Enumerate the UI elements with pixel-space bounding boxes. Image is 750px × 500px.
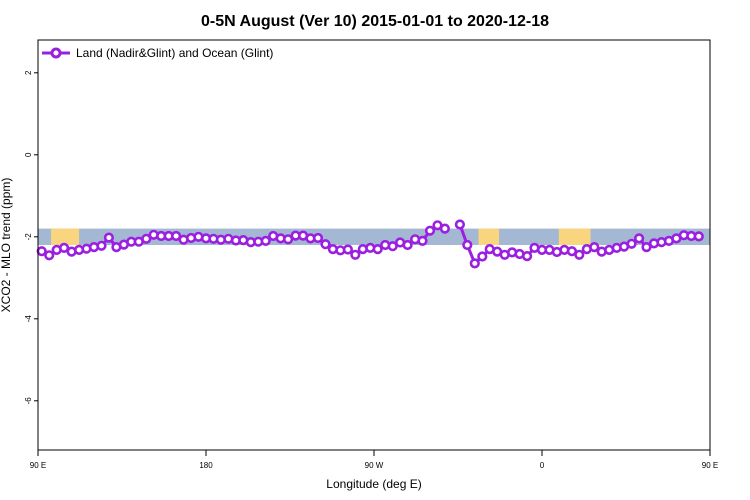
data-point — [402, 239, 413, 251]
x-axis-label: Longitude (deg E) — [326, 477, 421, 491]
data-point — [469, 258, 480, 269]
data-point — [633, 233, 645, 244]
data-point — [372, 244, 383, 255]
data-point — [58, 242, 70, 253]
band-land — [478, 228, 500, 245]
x-tick-label: 90 W — [365, 461, 384, 470]
legend-label: Land (Nadir&Glint) and Ocean (Glint) — [76, 46, 273, 60]
x-tick-label: 90 E — [702, 461, 718, 470]
data-point — [641, 242, 652, 253]
data-point — [96, 240, 107, 251]
series-layer — [36, 219, 704, 269]
data-point — [260, 235, 271, 246]
y-tick-label: 2 — [24, 70, 33, 75]
y-axis-label: XCO2 - MLO trend (ppm) — [0, 178, 13, 313]
y-tick-label: 0 — [24, 152, 33, 157]
data-point — [103, 232, 114, 243]
y-tick-label: -4 — [24, 315, 33, 323]
data-point — [171, 230, 182, 242]
legend: Land (Nadir&Glint) and Ocean (Glint) — [42, 46, 273, 60]
x-axis: 90 E 180 90 W 0 90 E — [30, 450, 718, 470]
data-point — [350, 249, 361, 260]
y-tick-label: -6 — [24, 397, 33, 405]
band-land — [51, 228, 80, 245]
data-point — [283, 234, 294, 245]
data-point — [439, 223, 451, 234]
data-point — [462, 239, 473, 251]
data-point — [424, 225, 436, 236]
band-land — [558, 228, 591, 245]
data-point — [589, 242, 600, 253]
x-tick-label: 180 — [199, 461, 213, 470]
x-tick-label: 0 — [540, 461, 545, 470]
y-tick-label: -2 — [24, 233, 33, 241]
data-point — [626, 238, 637, 249]
data-point — [342, 244, 354, 255]
data-point — [141, 233, 152, 244]
data-point — [320, 239, 331, 250]
data-point — [454, 219, 466, 230]
data-point — [44, 250, 55, 261]
data-point — [417, 235, 428, 246]
data-point — [574, 249, 585, 260]
data-point — [477, 251, 488, 262]
data-point — [387, 241, 398, 252]
data-point — [693, 231, 704, 242]
y-axis: 2 0 -2 -4 -6 — [24, 70, 38, 404]
x-tick-label: 90 E — [30, 461, 46, 470]
data-point — [521, 251, 533, 262]
legend-marker — [50, 47, 62, 59]
data-point — [312, 232, 324, 244]
chart-title: 0-5N August (Ver 10) 2015-01-01 to 2020-… — [201, 13, 549, 30]
